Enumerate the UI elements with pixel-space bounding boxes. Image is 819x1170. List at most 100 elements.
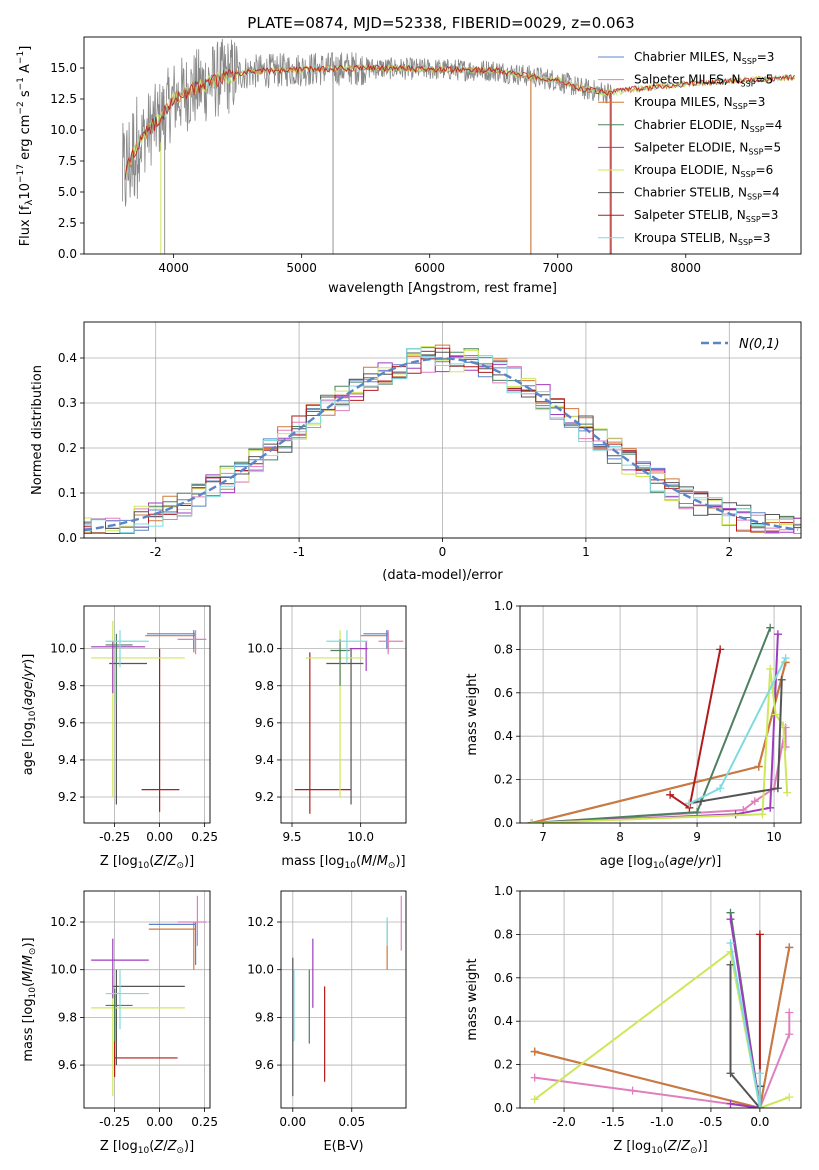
y-tick-label: 2.5 [58,216,77,230]
x-tick-label: -0.25 [99,1115,130,1129]
data-point [716,645,725,654]
mass-weight-line [729,942,761,1108]
y-tick-label: 10.0 [247,963,274,977]
x-tick-label: 0.00 [146,1115,173,1129]
x-tick-label: 0.05 [338,1115,365,1129]
data-point [785,1008,794,1017]
y-tick-label: 9.8 [255,679,274,693]
data-point [781,654,790,663]
residuals-axes: -2 -1 0 1 2 0.0 0.1 0.2 0.3 0.4 (data-model)/error… [30,321,802,583]
y-tick-label: 10.0 [247,642,274,656]
y-tick-label: 10.0 [50,963,77,977]
mass-weight-line [531,668,789,823]
spectrum-legend: Chabrier MILES, NSSP=3 Salpeter MILES, NS… [598,50,782,247]
plot-frame [83,321,802,539]
x-tick-label: -1.0 [650,1115,673,1129]
y-tick-label: 0.3 [58,396,77,410]
data-point [777,675,786,684]
legend-label: Kroupa MILES, NSSP=3 [634,95,765,111]
y-tick-label: 0.2 [58,441,77,455]
mass-weight-line [689,679,783,805]
y-tick-label: 0.2 [494,773,513,787]
data-point [726,947,735,956]
x-axis-label: Z [log10(Z/Z⊙)] [613,1139,707,1156]
spectrum-plot [122,38,796,254]
data-point [755,1104,764,1108]
data-point [766,664,775,673]
y-tick-label: 9.8 [58,679,77,693]
x-tick-label: 9.5 [282,830,301,844]
plot-frame [83,605,211,824]
plot-frame [83,36,802,255]
data-point [783,788,792,797]
data-point [693,808,702,817]
plot-frame [519,890,802,1109]
legend-label: Chabrier MILES, NSSP=3 [634,50,774,66]
plot-frame [519,605,802,824]
data-point [726,939,735,948]
data-point [716,784,725,793]
data-point [758,810,767,819]
y-tick-label: 0.4 [494,729,513,743]
y-tick-label: 9.2 [58,790,77,804]
data-point [766,803,775,812]
residual-histogram [84,348,801,534]
x-tick-label: 1 [582,545,590,559]
x-axis-label: Z [log10(Z/Z⊙)] [100,1139,194,1156]
data-point [750,797,759,806]
data-point [773,630,782,639]
residual-plot [84,344,801,534]
y-tick-label: 10.2 [50,915,77,929]
y-tick-label: 9.6 [255,716,274,730]
y-tick-label: 9.6 [58,716,77,730]
y-tick-label: 0.1 [58,486,77,500]
y-tick-label: 9.4 [58,753,77,767]
y-axis-label: mass weight [465,958,480,1040]
y-tick-label: 10.0 [50,642,77,656]
y-tick-label: 9.2 [255,790,274,804]
y-tick-label: 0.0 [494,816,513,830]
y-axis-label: Normed distribution [30,365,45,495]
y-axis-label: Flux [fλ10−17 erg cm−2 s−1 A−1] [16,46,35,247]
y-tick-label: 0.4 [494,1014,513,1028]
y-tick-label: 9.8 [255,1010,274,1024]
y-tick-label: 0.2 [494,1058,513,1072]
x-axis-label: E(B-V) [323,1139,363,1154]
y-tick-label: 0.6 [494,971,513,985]
data-point [685,799,694,808]
x-tick-label: -2.0 [552,1115,575,1129]
plot-frame [280,605,407,824]
mass_vs_EBV-points [292,895,402,1097]
y-tick-label: 0.0 [58,247,77,261]
data-point [527,819,536,823]
x-tick-label: 0 [439,545,447,559]
y-tick-label: 7.5 [58,154,77,168]
data-point [726,1069,735,1078]
mass_vs_Z-axes: -0.25 0.00 0.25 9.6 9.8 10.0 10.2 Z [log10(Z/Z⊙… [21,890,218,1156]
mass-weight-line [531,727,787,823]
mass-weight-line [534,947,791,1108]
y-tick-label: 1.0 [494,884,513,898]
data-point [771,710,780,719]
y-tick-label: 0.8 [494,642,513,656]
legend-label: Chabrier ELODIE, NSSP=4 [634,118,782,134]
y-tick-label: 10.2 [247,915,274,929]
data-point [785,1093,794,1102]
x-tick-label: 5000 [286,261,317,275]
plot-frame [280,890,407,1109]
y-tick-label: 0.8 [494,927,513,941]
legend-label: Salpeter ELODIE, NSSP=5 [634,140,781,156]
x-axis-label: age [log10(age/yr)] [600,854,722,871]
data-point [755,1069,764,1078]
x-tick-label: -1 [293,545,305,559]
model-spectrum [124,63,795,180]
y-tick-label: 0.0 [58,531,77,545]
age_vs_Z-axes: -0.25 0.00 0.25 9.2 9.4 9.6 9.8 10.0 Z [log10(Z/… [21,605,218,871]
y-tick-label: 5.0 [58,185,77,199]
plot-frame [83,890,211,1109]
data-point [530,1095,539,1104]
data-point [754,762,763,771]
mass_vs_Z-points [91,895,207,1097]
data-point [530,1047,539,1056]
